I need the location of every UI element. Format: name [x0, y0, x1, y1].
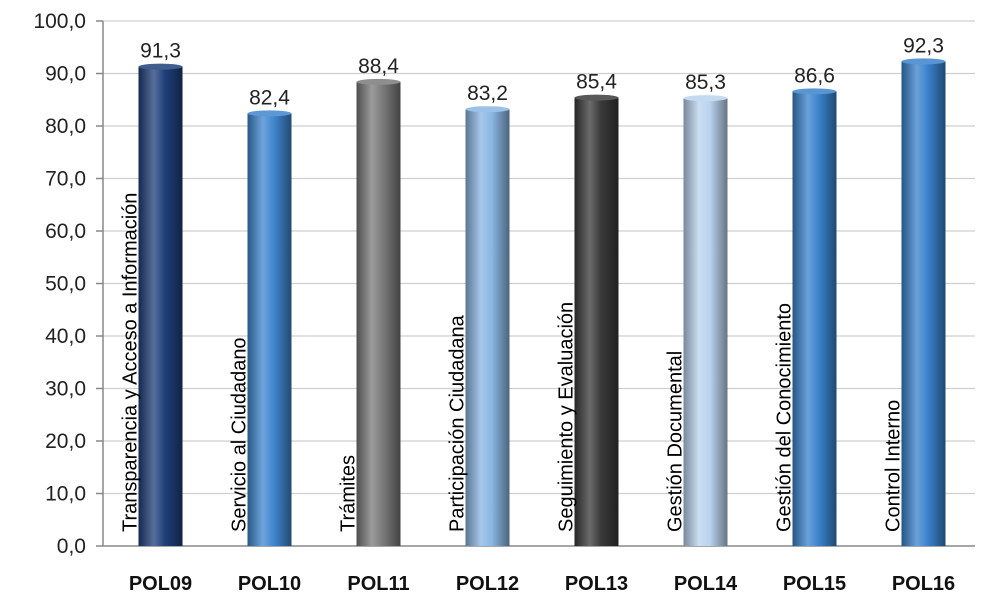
data-label: 83,2 [467, 82, 508, 105]
bar-pol10 [247, 113, 292, 547]
bar-cap [792, 88, 837, 95]
bar-name-label: Control Interno [883, 400, 905, 532]
x-tick-label: POL15 [783, 573, 846, 595]
data-label: 88,4 [358, 55, 399, 78]
x-tick-label: POL16 [892, 573, 955, 595]
data-label: 85,4 [576, 71, 617, 94]
bar-pol15 [792, 91, 837, 546]
axes: 0,0 10,0 20,0 30,0 40,0 50,0 60,0 70,0 80,0 90,0 1… [33, 10, 975, 558]
bar-pol12 [465, 109, 510, 546]
bars [138, 58, 946, 547]
y-tick-label: 90,0 [45, 63, 86, 86]
x-tick-label: POL11 [347, 573, 409, 595]
bar-cap [465, 106, 510, 113]
y-tick-label: 0,0 [57, 535, 86, 558]
bar-cap [356, 78, 401, 85]
data-label: 82,4 [249, 86, 290, 109]
x-tick-label: POL14 [674, 573, 738, 595]
y-tick-label: 50,0 [45, 273, 86, 296]
data-label: 91,3 [140, 40, 181, 63]
y-tick-label: 40,0 [45, 325, 86, 348]
bar-name-label: Transparencia y Acceso a Información [120, 193, 142, 532]
data-label: 86,6 [794, 64, 835, 87]
bar-name-label: Gestión del Conocimiento [774, 303, 796, 532]
bar-cap [574, 94, 619, 101]
y-tick-label: 80,0 [45, 115, 86, 138]
x-tick-label: POL09 [129, 573, 192, 595]
y-tick-label: 70,0 [45, 168, 86, 191]
x-tick-label: POL12 [456, 573, 519, 595]
bar-name-label: Participación Ciudadana [447, 314, 469, 532]
bar-name-label: Trámites [338, 455, 360, 532]
bar-cap [247, 110, 292, 117]
bar-name-label: Seguimiento y Evaluación [556, 302, 578, 532]
x-tick-label: POL13 [565, 573, 628, 595]
labels: 91,3 POL09 Transparencia y Acceso a Inform… [120, 34, 956, 595]
bar-pol09 [138, 66, 183, 547]
data-label: 85,3 [685, 71, 726, 94]
bar-pol13 [574, 97, 619, 547]
bar-name-label: Gestión Documental [665, 351, 687, 532]
bar-name-label: Servicio al Ciudadano [229, 337, 251, 532]
bar-cap [138, 63, 183, 70]
bar-pol14 [683, 98, 728, 547]
bar-cap [683, 95, 728, 102]
y-tick-label: 30,0 [45, 378, 86, 401]
x-tick-label: POL10 [238, 573, 301, 595]
y-tick-label: 100,0 [33, 10, 86, 33]
y-tick-label: 60,0 [45, 220, 86, 243]
data-label: 92,3 [903, 34, 944, 57]
bar-pol11 [356, 81, 401, 547]
bar-cap [901, 58, 946, 65]
bar-pol16 [901, 61, 946, 547]
y-tick-label: 10,0 [45, 483, 86, 506]
y-tick-label: 20,0 [45, 430, 86, 453]
